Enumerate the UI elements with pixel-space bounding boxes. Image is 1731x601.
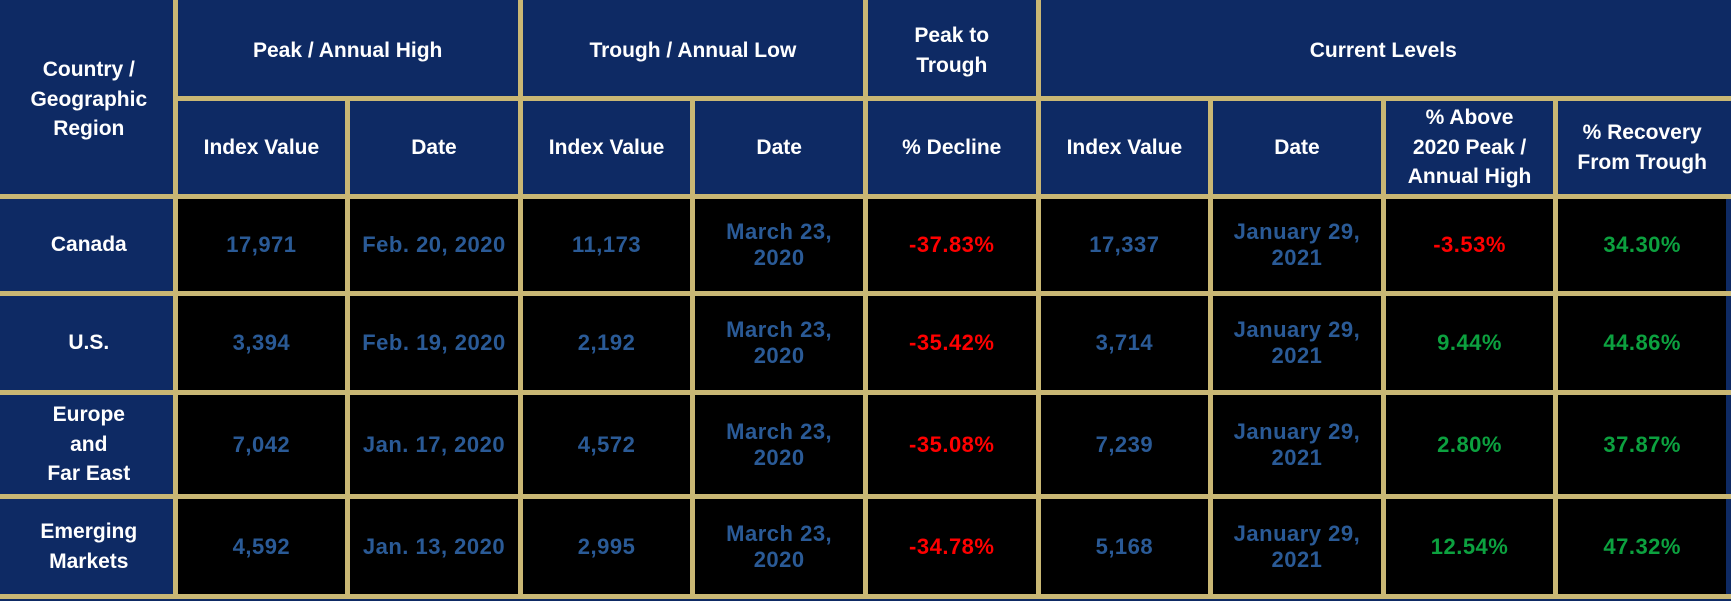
row-header-emerging-markets: Emerging Markets bbox=[0, 494, 178, 599]
europe-pct-above-peak: 2.80% bbox=[1380, 390, 1559, 499]
canada-trough-date: March 23, 2020 bbox=[690, 194, 868, 296]
sub-header-row: Index Value Date Index Value Date % Decl… bbox=[3, 96, 1731, 199]
us-pct-recovery: 44.86% bbox=[1553, 291, 1731, 395]
canada-peak-date: Feb. 20, 2020 bbox=[345, 194, 523, 296]
group-header-peak-to-trough: Peak to Trough bbox=[862, 0, 1041, 101]
col-header-pct-decline: % Decline bbox=[862, 96, 1041, 199]
emerging-pct-above-peak: 12.54% bbox=[1380, 494, 1559, 599]
emerging-peak-date: Jan. 13, 2020 bbox=[345, 494, 523, 599]
emerging-peak-index-value: 4,592 bbox=[172, 494, 351, 599]
us-pct-decline: -35.42% bbox=[862, 291, 1041, 395]
europe-peak-index-value: 7,042 bbox=[172, 390, 351, 499]
europe-trough-date: March 23, 2020 bbox=[690, 390, 868, 499]
us-peak-index-value: 3,394 bbox=[172, 291, 351, 395]
us-current-date: January 29, 2021 bbox=[1208, 291, 1386, 395]
europe-pct-decline: -35.08% bbox=[862, 390, 1041, 499]
col-header-current-index-value: Index Value bbox=[1035, 96, 1214, 199]
corner-header-country-region: Country / Geographic Region bbox=[0, 0, 178, 199]
group-header-current-levels: Current Levels bbox=[1035, 0, 1731, 101]
canada-trough-index-value: 11,173 bbox=[517, 194, 696, 296]
row-header-canada: Canada bbox=[0, 194, 178, 296]
group-header-peak-annual-high: Peak / Annual High bbox=[172, 0, 523, 101]
emerging-trough-date: March 23, 2020 bbox=[690, 494, 868, 599]
europe-peak-date: Jan. 17, 2020 bbox=[345, 390, 523, 499]
europe-trough-index-value: 4,572 bbox=[517, 390, 696, 499]
table-row-us: U.S. 3,394 Feb. 19, 2020 2,192 March 23,… bbox=[0, 291, 1731, 395]
canada-current-index-value: 17,337 bbox=[1035, 194, 1214, 296]
emerging-pct-recovery: 47.32% bbox=[1553, 494, 1731, 599]
europe-current-index-value: 7,239 bbox=[1035, 390, 1214, 499]
canada-pct-recovery: 34.30% bbox=[1553, 194, 1731, 296]
group-header-trough-annual-low: Trough / Annual Low bbox=[517, 0, 868, 101]
canada-peak-index-value: 17,971 bbox=[172, 194, 351, 296]
europe-pct-recovery: 37.87% bbox=[1553, 390, 1731, 499]
emerging-current-index-value: 5,168 bbox=[1035, 494, 1214, 599]
table-row-emerging-markets: Emerging Markets 4,592 Jan. 13, 2020 2,9… bbox=[0, 494, 1731, 599]
table-row-europe-far-east: Europe and Far East 7,042 Jan. 17, 2020 … bbox=[0, 390, 1731, 499]
col-header-pct-recovery: % Recovery From Trough bbox=[1553, 96, 1731, 199]
emerging-pct-decline: -34.78% bbox=[862, 494, 1041, 599]
emerging-current-date: January 29, 2021 bbox=[1208, 494, 1386, 599]
canada-current-date: January 29, 2021 bbox=[1208, 194, 1386, 296]
emerging-trough-index-value: 2,995 bbox=[517, 494, 696, 599]
us-peak-date: Feb. 19, 2020 bbox=[345, 291, 523, 395]
col-header-peak-date: Date bbox=[345, 96, 523, 199]
us-trough-date: March 23, 2020 bbox=[690, 291, 868, 395]
us-trough-index-value: 2,192 bbox=[517, 291, 696, 395]
col-header-current-date: Date bbox=[1208, 96, 1386, 199]
us-current-index-value: 3,714 bbox=[1035, 291, 1214, 395]
col-header-peak-index-value: Index Value bbox=[172, 96, 351, 199]
us-pct-above-peak: 9.44% bbox=[1380, 291, 1559, 395]
col-header-trough-date: Date bbox=[690, 96, 868, 199]
table-row-canada: Canada 17,971 Feb. 20, 2020 11,173 March… bbox=[0, 194, 1731, 296]
canada-pct-decline: -37.83% bbox=[862, 194, 1041, 296]
group-header-row: Country / Geographic Region Peak / Annua… bbox=[0, 0, 1731, 199]
row-header-us: U.S. bbox=[0, 291, 178, 395]
row-header-europe-far-east: Europe and Far East bbox=[0, 390, 178, 499]
col-header-pct-above-peak: % Above 2020 Peak / Annual High bbox=[1380, 96, 1559, 199]
col-header-trough-index-value: Index Value bbox=[517, 96, 696, 199]
canada-pct-above-peak: -3.53% bbox=[1380, 194, 1559, 296]
europe-current-date: January 29, 2021 bbox=[1208, 390, 1386, 499]
